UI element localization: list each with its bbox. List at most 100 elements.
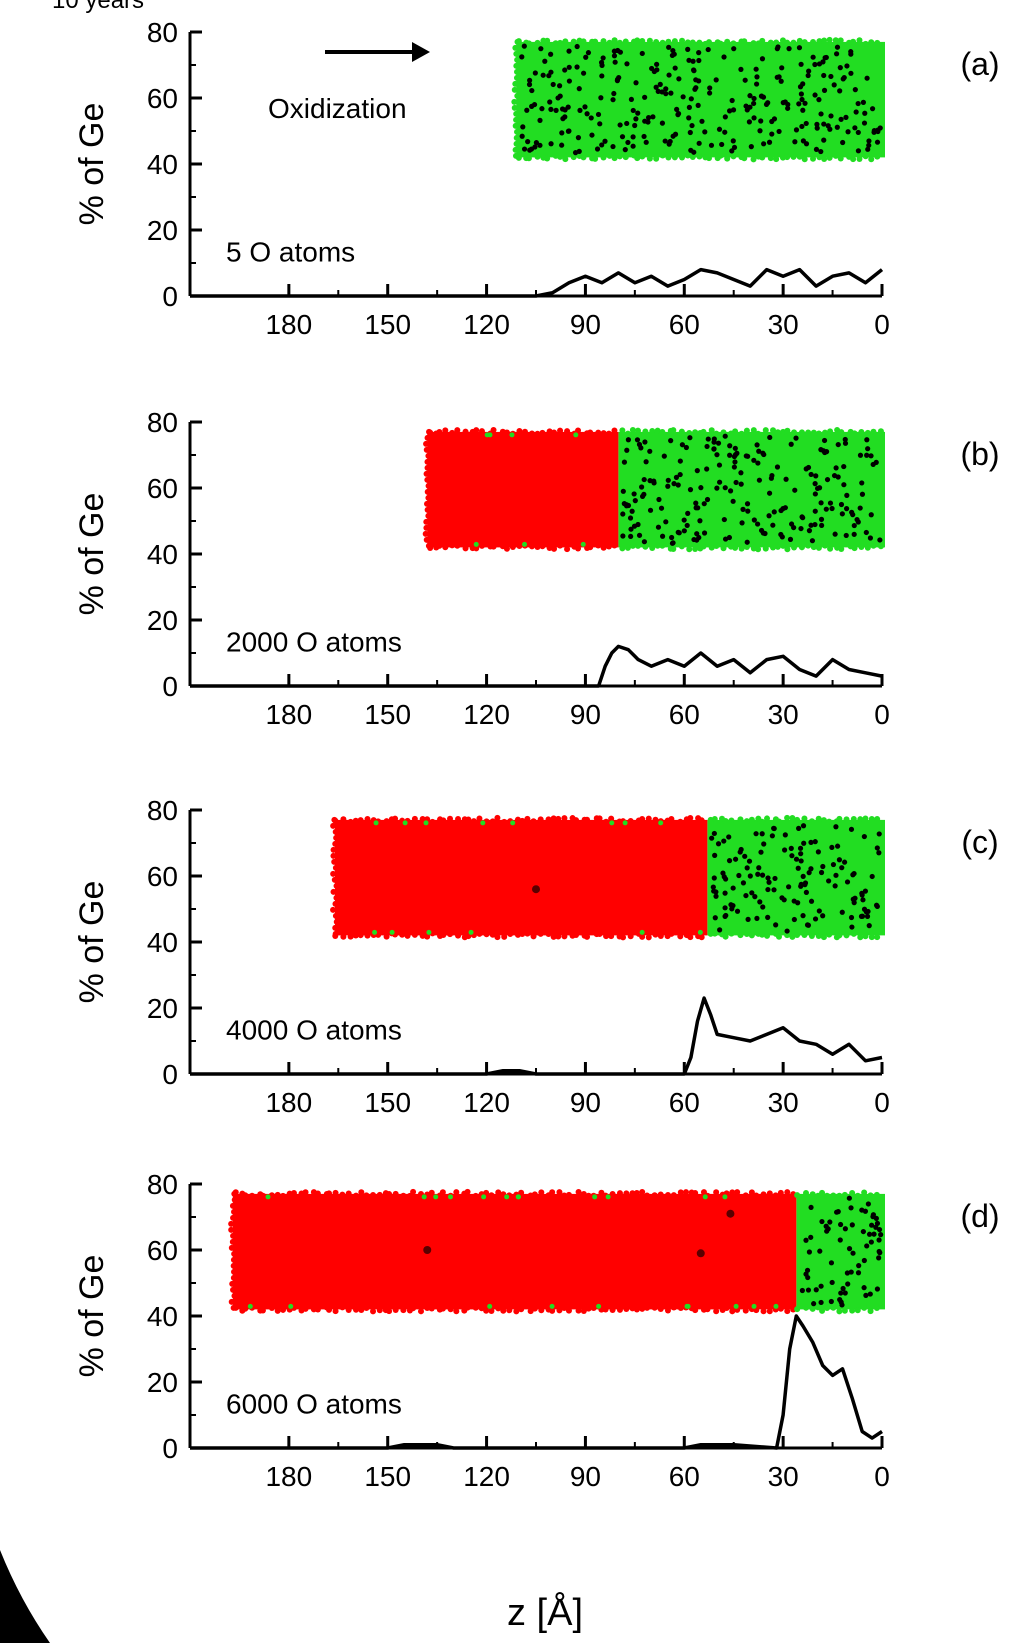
- ge-atom: [755, 521, 761, 527]
- ge-atom: [800, 823, 807, 829]
- edge-atom: [692, 1190, 699, 1197]
- ge-atom: [676, 530, 682, 536]
- panel-label: (a): [960, 46, 999, 82]
- ge-atom: [849, 924, 855, 930]
- edge-atom: [521, 428, 528, 435]
- edge-atom: [376, 1307, 383, 1314]
- edge-atom: [801, 815, 808, 822]
- edge-atom: [562, 38, 569, 45]
- edge-atom: [454, 427, 461, 434]
- edge-atom: [483, 931, 490, 938]
- ge-atom: [655, 524, 662, 530]
- edge-atom: [832, 152, 839, 159]
- edge-atom: [616, 1306, 623, 1313]
- edge-atom: [230, 1304, 237, 1311]
- edge-atom: [639, 1305, 646, 1312]
- ge-atom: [742, 77, 748, 83]
- edge-atom: [606, 39, 613, 46]
- edge-atom: [549, 1307, 556, 1314]
- edge-atom: [332, 840, 339, 847]
- edge-atom: [557, 542, 564, 549]
- edge-atom: [426, 428, 433, 435]
- speckle-atom: [596, 1303, 602, 1309]
- edge-atom: [824, 1304, 831, 1311]
- ge-atom: [537, 142, 543, 148]
- ge-atom: [850, 872, 856, 878]
- edge-atom: [742, 1307, 749, 1314]
- ge-atom: [722, 913, 728, 919]
- edge-atom: [400, 1192, 407, 1199]
- ge-atom: [612, 59, 618, 65]
- edge-atom: [231, 1250, 238, 1257]
- ge-atom: [828, 1298, 834, 1305]
- edge-atom: [646, 155, 653, 162]
- edge-atom: [809, 1305, 816, 1312]
- edge-atom: [616, 1190, 623, 1197]
- edge-atom: [514, 68, 521, 75]
- edge-atom: [525, 40, 532, 47]
- ge-atom: [865, 446, 871, 452]
- edge-atom: [874, 39, 881, 46]
- edge-atom: [724, 38, 731, 45]
- ge-atom: [869, 1222, 875, 1228]
- ge-atom: [798, 858, 804, 864]
- ge-atom: [746, 858, 753, 864]
- ge-atom: [806, 68, 812, 74]
- edge-atom: [596, 930, 603, 937]
- edge-atom: [639, 816, 646, 823]
- ge-atom: [812, 61, 818, 68]
- ge-atom: [824, 1228, 830, 1234]
- x-tick-label: 150: [364, 309, 411, 340]
- ge-atom: [733, 479, 739, 486]
- ge-atom: [778, 78, 784, 84]
- edge-atom: [528, 430, 535, 437]
- edge-atom: [274, 1191, 281, 1198]
- ge-atom: [620, 533, 626, 539]
- edge-atom: [775, 933, 782, 940]
- edge-atom: [649, 545, 656, 552]
- ge-atom: [808, 866, 814, 872]
- ge-atom: [654, 61, 660, 67]
- edge-atom: [857, 816, 864, 823]
- ge-atom: [816, 97, 822, 103]
- edge-atom: [425, 452, 432, 459]
- panel-b: 0 20 40 60 80 180 150 120 90 60 30 0 % of Ge 2000 O a…: [73, 407, 1000, 730]
- ge-atom: [861, 833, 867, 840]
- ge-atom: [869, 106, 876, 112]
- edge-atom: [580, 1191, 587, 1198]
- edge-atom: [678, 543, 685, 550]
- ge-atom: [635, 521, 641, 528]
- edge-atom: [494, 934, 501, 941]
- ge-atom: [843, 532, 849, 539]
- x-tick-label: 180: [265, 1087, 312, 1118]
- edge-atom: [627, 933, 634, 940]
- edge-atom: [689, 39, 696, 46]
- edge-atom: [564, 428, 571, 435]
- edge-atom: [728, 817, 735, 824]
- edge-atom: [619, 545, 626, 552]
- ge-atom: [625, 437, 631, 443]
- edge-atom: [524, 815, 531, 822]
- ge-atom: [641, 539, 648, 545]
- edge-atom: [627, 817, 634, 824]
- ge-atom: [753, 81, 760, 87]
- edge-atom: [729, 1308, 736, 1315]
- edge-atom: [326, 1190, 333, 1197]
- speckle-atom: [580, 541, 586, 547]
- edge-atom: [862, 40, 869, 47]
- edge-atom: [596, 815, 603, 822]
- ge-atom: [765, 886, 771, 893]
- edge-atom: [410, 1188, 417, 1195]
- ge-atom: [537, 117, 543, 123]
- ge-atom: [739, 520, 745, 526]
- ge-atom: [800, 873, 806, 879]
- edge-atom: [512, 146, 519, 153]
- ge-atom: [833, 824, 839, 830]
- ge-atom: [756, 477, 763, 483]
- ge-atom: [687, 486, 694, 493]
- ge-atom: [753, 66, 759, 72]
- ge-atom: [852, 125, 858, 131]
- edge-atom: [580, 154, 587, 161]
- ge-atom: [740, 880, 747, 886]
- ge-atom: [856, 1263, 862, 1269]
